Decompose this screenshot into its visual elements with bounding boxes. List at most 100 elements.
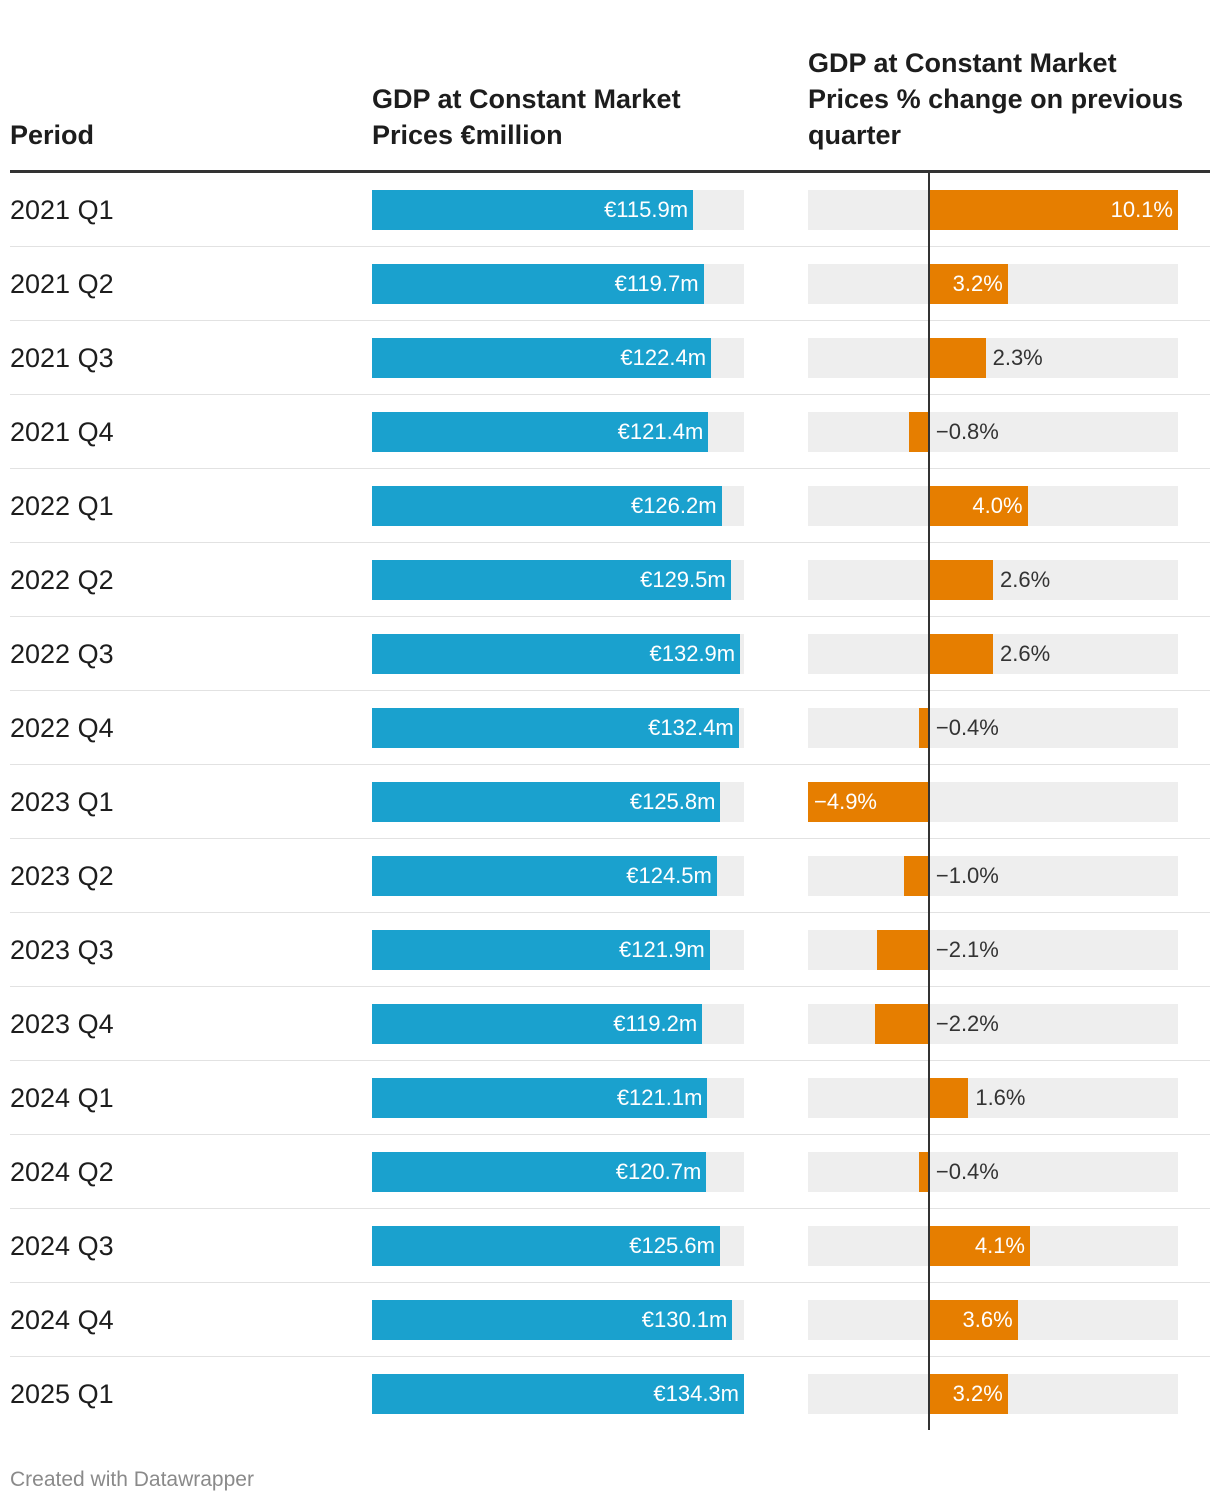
pct-change-bar (928, 264, 1008, 304)
gdp-bar (372, 930, 710, 970)
gdp-value-label: €122.4m (620, 345, 707, 370)
pct-change-label: −0.8% (935, 419, 999, 444)
pct-change-bar (928, 1374, 1008, 1414)
row-separator (10, 320, 1210, 321)
pct-bar-track (808, 930, 1178, 970)
gdp-value-label: €119.7m (614, 271, 699, 296)
gdp-bar (372, 412, 709, 452)
pct-change-bar (928, 486, 1028, 526)
table-row: 2024 Q2 €120.7m −0.4% (0, 1135, 1220, 1209)
gdp-value-label: €134.3m (653, 1381, 739, 1406)
period-label: 2022 Q2 (10, 565, 114, 595)
row-separator (10, 986, 1210, 987)
table-row: 2024 Q1 €121.1m 1.6% (0, 1061, 1220, 1135)
period-label: 2021 Q1 (10, 195, 114, 225)
table-row: 2025 Q1 €134.3m 3.2% (0, 1357, 1220, 1431)
gdp-bar (372, 1078, 708, 1118)
table-row: 2023 Q2 €124.5m −1.0% (0, 839, 1220, 913)
pct-change-label: 2.6% (1000, 567, 1051, 592)
row-separator (10, 1134, 1210, 1135)
pct-change-label: 1.6% (975, 1085, 1026, 1110)
gdp-bar (372, 708, 739, 748)
table-row: 2022 Q2 €129.5m 2.6% (0, 543, 1220, 617)
pct-change-label: −2.1% (935, 937, 999, 962)
pct-change-bar (919, 708, 929, 748)
table-row: 2021 Q4 €121.4m −0.8% (0, 395, 1220, 469)
table-row: 2021 Q2 €119.7m 3.2% (0, 247, 1220, 321)
pct-change-bar (928, 338, 986, 378)
gdp-bar (372, 634, 741, 674)
pct-change-label: −2.2% (935, 1011, 999, 1036)
period-label: 2024 Q4 (10, 1305, 114, 1335)
gdp-value-label: €132.9m (649, 641, 736, 666)
pct-change-bar (874, 1004, 929, 1044)
row-separator (10, 912, 1210, 913)
gdp-bar (372, 1374, 744, 1414)
period-label: 2021 Q4 (10, 417, 114, 447)
period-label: 2022 Q1 (10, 491, 114, 521)
gdp-bar (372, 1300, 733, 1340)
zero-axis-line (928, 173, 930, 1430)
pct-bar-track (808, 708, 1178, 748)
row-separator (10, 542, 1210, 543)
pct-change-label: 4.1% (974, 1233, 1025, 1258)
pct-change-label: 3.6% (962, 1307, 1013, 1332)
pct-change-bar (928, 1226, 1030, 1266)
pct-change-bar (928, 634, 993, 674)
gdp-value-label: €129.5m (640, 567, 726, 592)
period-label: 2021 Q3 (10, 343, 114, 373)
row-separator (10, 616, 1210, 617)
period-label: 2023 Q3 (10, 935, 114, 965)
row-separator (10, 838, 1210, 839)
pct-change-bar (904, 856, 929, 896)
gdp-value-label: €132.4m (648, 715, 734, 740)
row-separator (10, 1282, 1210, 1283)
gdp-value-label: €121.1m (616, 1085, 703, 1110)
pct-bar-track (808, 338, 1178, 378)
pct-change-label: −0.4% (935, 715, 999, 740)
gdp-value-label: €121.9m (619, 937, 705, 962)
row-separator (10, 1208, 1210, 1209)
pct-change-label: 3.2% (952, 1381, 1003, 1406)
period-label: 2025 Q1 (10, 1379, 114, 1409)
gdp-bar (372, 1226, 720, 1266)
table-row: 2022 Q3 €132.9m 2.6% (0, 617, 1220, 691)
footer-credit: Created with Datawrapper (10, 1468, 254, 1491)
pct-change-label: 10.1% (1110, 197, 1173, 222)
period-label: 2024 Q3 (10, 1231, 114, 1261)
pct-change-label: 2.6% (1000, 641, 1051, 666)
row-separator (10, 690, 1210, 691)
period-label: 2022 Q3 (10, 639, 114, 669)
gdp-value-label: €115.9m (604, 197, 689, 222)
pct-change-bar (919, 1152, 929, 1192)
row-separator (10, 468, 1210, 469)
table-row: 2023 Q4 €119.2m −2.2% (0, 987, 1220, 1061)
pct-change-bar (928, 1300, 1018, 1340)
gdp-bar (372, 190, 694, 230)
table-row: 2023 Q1 €125.8m −4.9% (0, 765, 1220, 839)
period-label: 2023 Q4 (10, 1009, 114, 1039)
pct-change-label: 4.0% (972, 493, 1023, 518)
row-separator (10, 246, 1210, 247)
gdp-bar (372, 560, 731, 600)
pct-change-label: −4.9% (814, 789, 877, 814)
gdp-bar (372, 264, 704, 304)
pct-change-bar (877, 930, 929, 970)
column-header-pct-change: GDP at Constant Market Prices % change o… (808, 48, 1184, 150)
pct-change-label: −0.4% (935, 1159, 999, 1184)
pct-bar-track (808, 634, 1178, 674)
gdp-value-label: €125.6m (629, 1233, 715, 1258)
table-row: 2021 Q3 €122.4m 2.3% (0, 321, 1220, 395)
column-header-period: Period (10, 120, 95, 150)
pct-change-label: −1.0% (935, 863, 999, 888)
pct-bar-track (808, 856, 1178, 896)
table-row: 2024 Q3 €125.6m 4.1% (0, 1209, 1220, 1283)
gdp-bar (372, 1004, 703, 1044)
column-header-gdp: GDP at Constant Market Prices €million (372, 84, 681, 150)
pct-bar-track (808, 560, 1178, 600)
gdp-value-label: €121.4m (617, 419, 704, 444)
period-label: 2021 Q2 (10, 269, 114, 299)
table-row: 2021 Q1 €115.9m 10.1% (0, 173, 1220, 247)
pct-bar-track (808, 1078, 1178, 1118)
table-row: 2024 Q4 €130.1m 3.6% (0, 1283, 1220, 1357)
